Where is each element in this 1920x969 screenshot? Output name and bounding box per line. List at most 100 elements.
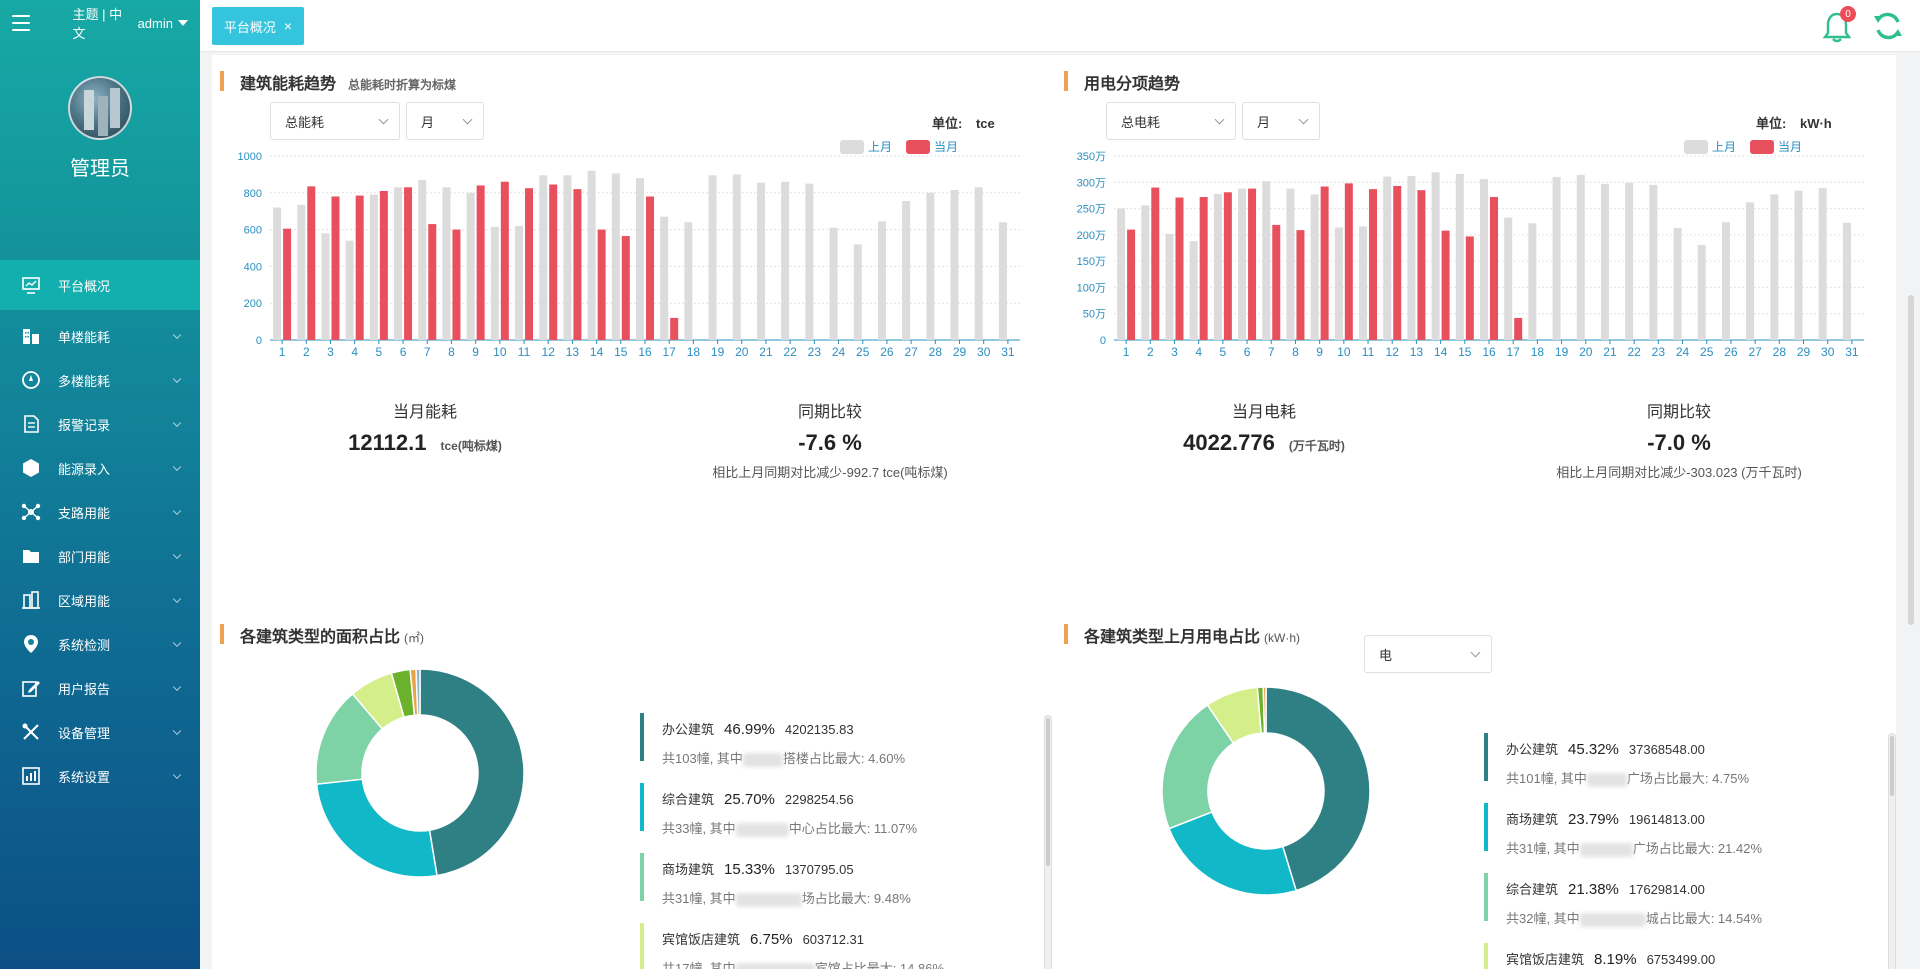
avatar[interactable] — [68, 76, 132, 140]
x-tick-label: 11 — [1362, 345, 1375, 359]
sidebar-nav: 平台概况 单楼能耗 多楼能耗 报警记录 能源录入支路用能部门用能 区域用能 系统检测 用户报告… — [0, 260, 200, 798]
legend-name: 商场建筑 — [1506, 812, 1559, 827]
bar-prev-month — [515, 225, 524, 340]
legend-name: 宾馆饭店建筑 — [662, 932, 741, 947]
legend-item[interactable]: 综合建筑 21.38% 17629814.00 共32幢, 其中 城占比最大: 14.5… — [1484, 873, 1884, 943]
x-tick-label: 17 — [663, 345, 677, 359]
legend-percent: 25.70% — [724, 791, 775, 808]
theme-language-link[interactable]: 主题 | 中文 — [72, 7, 123, 41]
legend-note: 共17幢, 其中 宾馆占比最大: 14.86% — [662, 958, 1040, 969]
bar-prev-month — [1383, 176, 1392, 340]
x-tick-label: 23 — [1652, 345, 1666, 359]
sidebar-item-9[interactable]: 用户报告 — [0, 666, 200, 710]
legend-name: 办公建筑 — [1506, 742, 1559, 757]
x-tick-label: 7 — [424, 345, 431, 359]
sidebar-item-0[interactable]: 平台概况 — [0, 260, 200, 310]
x-tick-label: 19 — [1555, 345, 1569, 359]
y-tick-label: 800 — [244, 188, 262, 200]
tab-platform-overview[interactable]: 平台概况 × — [212, 7, 304, 45]
bar-current-month — [621, 236, 630, 340]
area-share-panel: 各建筑类型的面积占比 (㎡) 办公建筑 46.99% 4202135.83 共103幢… — [220, 623, 1052, 969]
sidebar-item-4[interactable]: 能源录入 — [0, 446, 200, 490]
sidebar-item-1[interactable]: 单楼能耗 — [0, 314, 200, 358]
sidebar-item-label: 支路用能 — [58, 505, 111, 521]
bell-icon[interactable]: 0 — [1822, 6, 1856, 44]
period-select[interactable]: 月 — [406, 102, 484, 140]
period-select[interactable]: 月 — [1242, 102, 1320, 140]
legend-row: 办公建筑 46.99% 4202135.83 — [662, 713, 1040, 738]
refresh-icon[interactable] — [1872, 10, 1904, 42]
tab-close-icon[interactable]: × — [283, 18, 293, 34]
legend-item[interactable]: 商场建筑 15.33% 1370795.05 共31幢, 其中 场占比最大: 9.48% — [640, 853, 1040, 923]
x-tick-label: 7 — [1268, 345, 1275, 359]
sidebar-topbar: 主题 | 中文 admin — [0, 0, 200, 46]
panel-title-text: 各建筑类型上月用电占比 — [1084, 629, 1261, 646]
page-scrollbar[interactable] — [1906, 55, 1916, 969]
bar-prev-month — [684, 222, 693, 340]
menu-toggle-icon[interactable] — [12, 15, 31, 31]
energy-type-select[interactable]: 总能耗 — [270, 102, 400, 140]
bar-current-month — [404, 187, 413, 340]
power-item-trend-panel: 用电分项趋势 总电耗 月 单位: kW·h 0 50万 100万 150万 200万 25… — [1064, 70, 1884, 540]
bar-prev-month — [1552, 177, 1561, 340]
scroll-thumb[interactable] — [1890, 736, 1894, 796]
x-tick-label: 25 — [856, 345, 870, 359]
sidebar-item-3[interactable]: 报警记录 — [0, 402, 200, 446]
y-tick-label: 250万 — [1077, 204, 1106, 216]
legend-item[interactable]: 宾馆饭店建筑 6.75% 603712.31 共17幢, 其中 宾馆占比最大: 14.8… — [640, 923, 1040, 969]
x-tick-label: 22 — [1627, 345, 1641, 359]
legend-scrollbar[interactable] — [1044, 715, 1052, 969]
chevron-down-icon — [172, 506, 182, 516]
legend-percent: 46.99% — [724, 721, 775, 738]
stat-label: 当月电耗 — [1231, 404, 1296, 421]
bar-prev-month — [1746, 202, 1755, 340]
bar-prev-month — [1528, 223, 1537, 340]
notification-badge: 0 — [1840, 6, 1856, 22]
pie-slice — [1168, 811, 1298, 896]
energy-select[interactable]: 电 — [1364, 635, 1492, 673]
stat-label: 同期比较 — [797, 404, 862, 421]
chevron-down-icon — [172, 682, 182, 692]
legend-note-prefix: 共31幢, 其中 — [1506, 841, 1580, 856]
legend-item[interactable]: 商场建筑 23.79% 19614813.00 共31幢, 其中 广场占比最大: 21.… — [1484, 803, 1884, 873]
x-tick-label: 27 — [1748, 345, 1762, 359]
x-tick-label: 6 — [1244, 345, 1251, 359]
sidebar-item-11[interactable]: 系统设置 — [0, 754, 200, 798]
bar-current-month — [597, 229, 606, 340]
sidebar-item-8[interactable]: 系统检测 — [0, 622, 200, 666]
bar-prev-month — [1455, 173, 1464, 340]
x-tick-label: 9 — [472, 345, 479, 359]
x-tick-label: 9 — [1316, 345, 1323, 359]
monitor-icon — [20, 274, 42, 296]
bar-prev-month — [587, 170, 596, 340]
legend-item[interactable]: 综合建筑 25.70% 2298254.56 共33幢, 其中 中心占比最大: 11.0… — [640, 783, 1040, 853]
chevron-down-icon — [172, 330, 182, 340]
scroll-thumb[interactable] — [1046, 718, 1050, 866]
sidebar-item-10[interactable]: 设备管理 — [0, 710, 200, 754]
x-tick-label: 24 — [832, 345, 846, 359]
bar-current-month — [1320, 186, 1329, 340]
bar-current-month — [1465, 236, 1474, 340]
legend-row: 宾馆饭店建筑 8.19% 6753499.00 — [1506, 943, 1884, 968]
x-tick-label: 5 — [1220, 345, 1227, 359]
bar-current-month — [1393, 185, 1402, 340]
x-tick-label: 20 — [735, 345, 749, 359]
legend-item[interactable]: 办公建筑 46.99% 4202135.83 共103幢, 其中 搭楼占比最大: 4.6… — [640, 713, 1040, 783]
legend-note-prefix: 共32幢, 其中 — [1506, 911, 1580, 926]
page-scroll-thumb[interactable] — [1908, 295, 1914, 625]
bar-current-month — [452, 229, 461, 340]
legend-scrollbar[interactable] — [1888, 733, 1896, 969]
user-menu[interactable]: admin — [138, 16, 188, 31]
legend-item[interactable]: 办公建筑 45.32% 37368548.00 共101幢, 其中 广场占比最大: 4.… — [1484, 733, 1884, 803]
stat-value: -7.0 % — [1647, 430, 1711, 455]
sidebar-item-5[interactable]: 支路用能 — [0, 490, 200, 534]
sidebar-item-2[interactable]: 多楼能耗 — [0, 358, 200, 402]
power-type-select[interactable]: 总电耗 — [1106, 102, 1236, 140]
stat-unit: tce(吨标煤) — [440, 439, 502, 453]
bar-prev-month — [708, 175, 717, 340]
sidebar-item-6[interactable]: 部门用能 — [0, 534, 200, 578]
bar-current-month — [1127, 229, 1136, 340]
sidebar-item-7[interactable]: 区域用能 — [0, 578, 200, 622]
x-tick-label: 4 — [351, 345, 358, 359]
